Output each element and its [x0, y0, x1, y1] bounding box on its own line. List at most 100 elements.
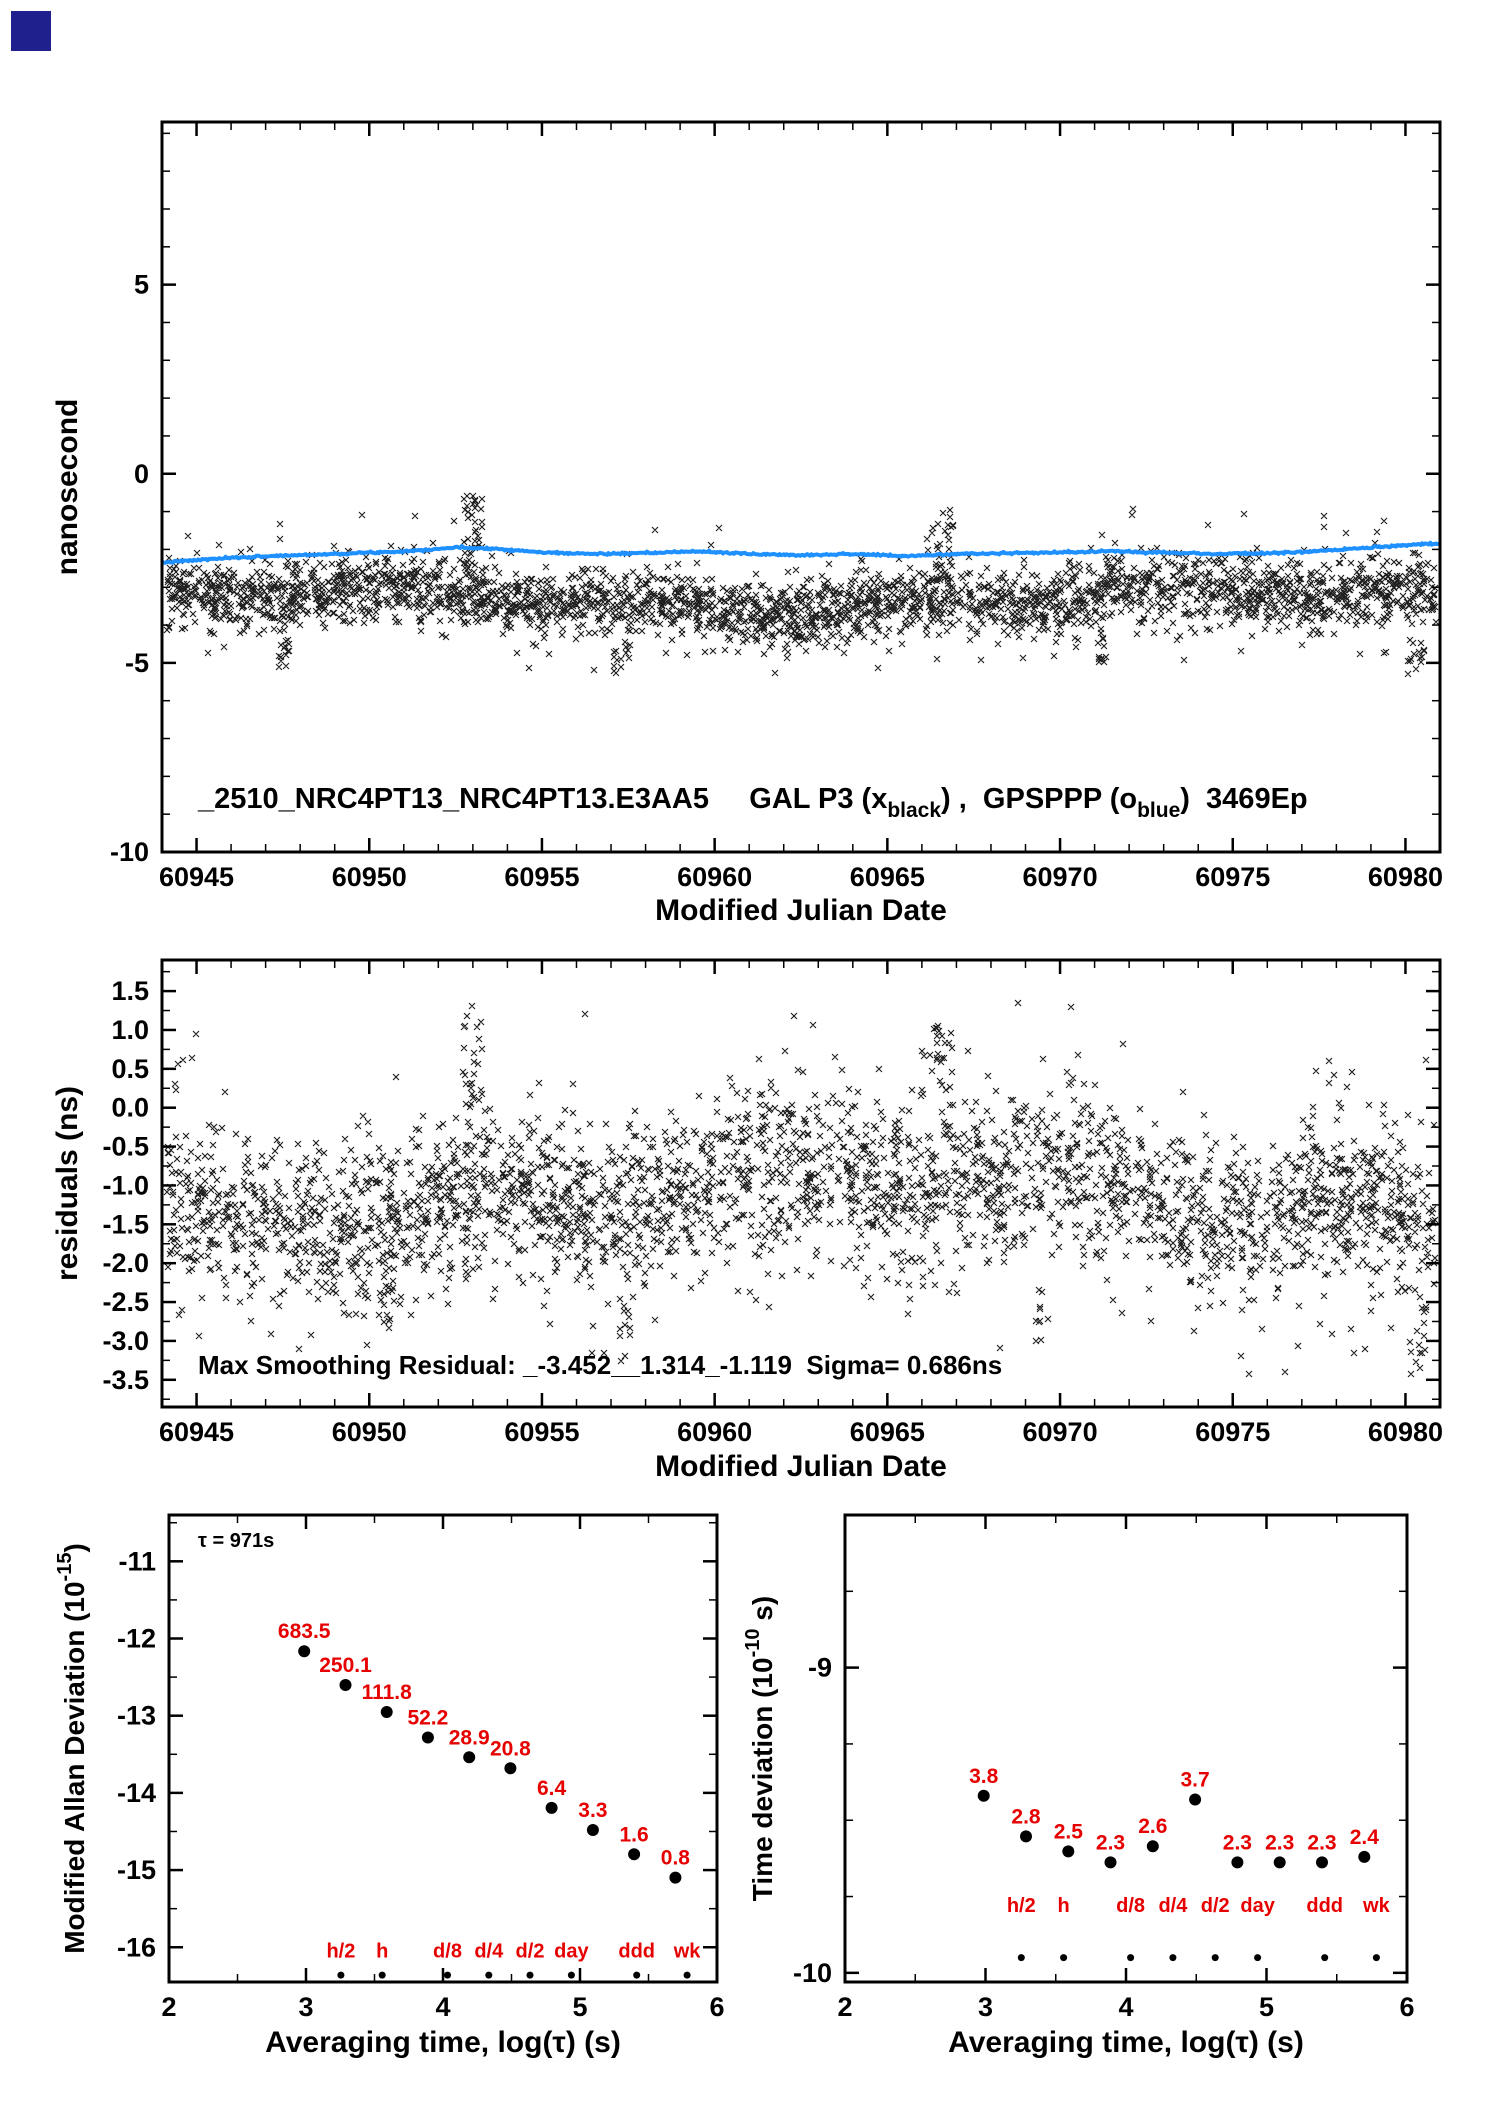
- data-point: [298, 1645, 311, 1658]
- tau-mark-label: ddd: [618, 1940, 655, 1962]
- y-tick-label: -5: [125, 648, 149, 678]
- x-tick-label: 4: [1118, 1992, 1133, 2022]
- x-tick-label: 60980: [1368, 1417, 1443, 1447]
- x-tick-label: 60955: [504, 1417, 579, 1447]
- panel-annotation: _2510_NRC4PT13_NRC4PT13.E3AA5 GAL P3 (xb…: [197, 783, 1308, 822]
- data-point: [1273, 1856, 1286, 1869]
- tau-mark-label: d/4: [1158, 1895, 1188, 1917]
- tau-mark-label: d/8: [1116, 1895, 1145, 1917]
- tau-mark-dot: [1321, 1954, 1329, 1962]
- panel-top: 60945 60950 60955 60960 60965 60970 60975 60980…: [51, 120, 1443, 927]
- y-tick-label: -12: [117, 1624, 156, 1654]
- x-tick-label: 60960: [677, 1417, 752, 1447]
- tau-mark-dot: [1060, 1954, 1068, 1962]
- data-point: [1104, 1856, 1117, 1869]
- y-tick-label: -3.5: [102, 1365, 149, 1395]
- x-tick-label: 60965: [850, 862, 925, 892]
- x-tick-label: 2: [161, 1992, 176, 2022]
- tau-mark-dot: [444, 1971, 451, 1979]
- tau-mark-label: d/4: [474, 1940, 504, 1962]
- corner-marker: [11, 11, 51, 51]
- x-tick-label: 4: [435, 1992, 450, 2022]
- data-point-label: 3.3: [578, 1799, 607, 1822]
- y-tick-label: -9: [808, 1653, 832, 1683]
- x-tick-label: 6: [709, 1992, 724, 2022]
- data-point-label: 2.4: [1350, 1826, 1380, 1849]
- data-point: [1358, 1850, 1371, 1863]
- tau-annotation: τ = 971s: [198, 1530, 274, 1552]
- y-axis-title: Modified Allan Deviation (10-15): [54, 1543, 90, 1954]
- tau-mark-label: h/2: [1007, 1895, 1036, 1917]
- tau-mark-label: wk: [1362, 1895, 1391, 1917]
- tau-mark-label: d/8: [433, 1940, 462, 1962]
- data-point: [1316, 1856, 1328, 1869]
- x-tick-label: 60970: [1023, 1417, 1098, 1447]
- x-tick-label: 60975: [1195, 862, 1270, 892]
- x-tick-label: 60955: [504, 862, 579, 892]
- tau-mark-dot: [1372, 1954, 1380, 1962]
- data-point-label: 2.3: [1265, 1831, 1294, 1854]
- gpsppp-line: [160, 540, 1440, 565]
- x-axis-title: Modified Julian Date: [655, 1450, 947, 1483]
- x-axis-title: Modified Julian Date: [655, 894, 947, 927]
- data-point-label: 2.3: [1223, 1831, 1252, 1854]
- tau-mark-dot: [1254, 1954, 1262, 1962]
- panel-tdev: 2 3 4 5 6 -9 -10 Averaging time, log(τ) (s) Time…: [742, 1513, 1415, 2059]
- panel-annotation: Max Smoothing Residual: _-3.452__1.314_-…: [198, 1350, 1002, 1380]
- tau-mark-dot: [1127, 1954, 1135, 1962]
- y-tick-label: -16: [117, 1932, 156, 1962]
- tau-mark-dot: [337, 1971, 345, 1979]
- data-point-label: 2.6: [1138, 1815, 1167, 1838]
- x-tick-label: 5: [572, 1992, 587, 2022]
- panel-res: 60945 60950 60955 60960 60965 60970 60975 60980…: [51, 958, 1443, 1483]
- x-tick-label: 60975: [1195, 1417, 1270, 1447]
- data-point: [977, 1789, 990, 1802]
- tau-mark-dot: [1211, 1954, 1219, 1962]
- y-tick-label: -3.0: [102, 1326, 149, 1356]
- data-point: [1020, 1830, 1032, 1843]
- y-tick-label: -10: [110, 837, 149, 867]
- data-point-label: 1.6: [619, 1823, 648, 1846]
- axis-ticks: [162, 960, 1440, 1407]
- x-tick-label: 60945: [159, 1417, 234, 1447]
- data-point-label: 111.8: [362, 1681, 413, 1704]
- data-point: [586, 1824, 599, 1836]
- data-point: [421, 1731, 434, 1744]
- data-point-label: 6.4: [537, 1777, 567, 1800]
- tau-mark-dot: [485, 1971, 493, 1979]
- data-point-label: 2.8: [1011, 1805, 1041, 1828]
- data-point: [380, 1706, 393, 1718]
- x-tick-label: 60950: [332, 1417, 407, 1447]
- x-tick-label: 60965: [850, 1417, 925, 1447]
- x-axis-title: Averaging time, log(τ) (s): [948, 2026, 1304, 2059]
- axis-frame: [160, 958, 1442, 1409]
- tdev-points: 3.8 2.8 2.5 2.3 2.6 3.7 2.3 2.3 2.3 2.4: [969, 1765, 1379, 1869]
- y-axis-title: Time deviation (10-10 s): [742, 1596, 778, 1901]
- y-tick-label: -1.0: [102, 1170, 149, 1200]
- axis-frame: [160, 120, 1442, 854]
- tau-mark-label: h: [376, 1940, 388, 1962]
- gal-p3-scatter: [163, 492, 1440, 678]
- data-point-label: 52.2: [407, 1707, 448, 1730]
- tau-mark-dot: [567, 1971, 575, 1979]
- tau-mark-label: h/2: [326, 1940, 355, 1962]
- data-point-label: 2.3: [1096, 1831, 1125, 1854]
- data-point-label: 2.3: [1307, 1831, 1336, 1854]
- tau-mark-dot: [526, 1971, 534, 1979]
- y-tick-label: -11: [118, 1546, 156, 1576]
- axis-ticks: [162, 122, 1440, 852]
- y-tick-label: -2.5: [102, 1287, 149, 1317]
- x-tick-label: 60945: [159, 862, 234, 892]
- y-tick-label: -2.0: [102, 1248, 149, 1278]
- tau-mark-label: day: [1240, 1895, 1275, 1917]
- tau-mark-label: h: [1057, 1895, 1069, 1917]
- y-axis-title: nanosecond: [51, 399, 84, 576]
- y-tick-label: -10: [793, 1958, 832, 1988]
- data-point-label: 0.8: [661, 1847, 691, 1870]
- tau-mark-dot: [683, 1971, 691, 1979]
- data-point: [1189, 1793, 1202, 1806]
- y-axis-title: residuals (ns): [51, 1086, 84, 1281]
- data-point: [628, 1848, 641, 1861]
- panel-mdev: 2 3 4 5 6 -11 -12 -13 -14 -15 -16 Averaging time, l…: [54, 1513, 725, 2059]
